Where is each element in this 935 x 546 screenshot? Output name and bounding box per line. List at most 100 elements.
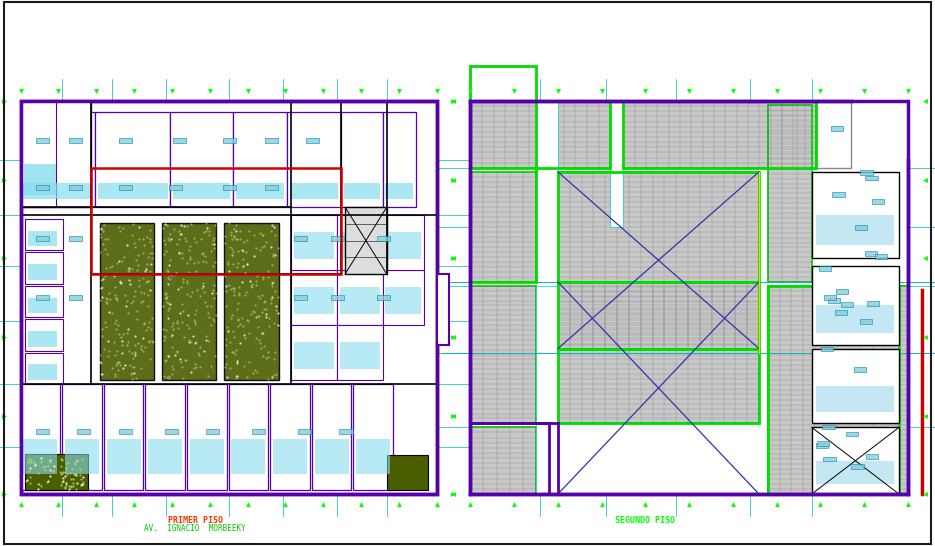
Text: PRIMER PISO: PRIMER PISO <box>167 516 223 525</box>
Bar <box>25 319 63 351</box>
Bar <box>339 287 380 314</box>
Bar <box>290 183 338 199</box>
Bar <box>337 325 382 380</box>
Bar <box>291 215 337 270</box>
Bar <box>558 282 759 349</box>
Bar <box>36 295 49 300</box>
Bar <box>821 347 833 352</box>
Bar <box>21 101 92 207</box>
Bar <box>36 138 49 143</box>
Bar <box>291 270 337 325</box>
Bar <box>69 138 82 143</box>
Bar <box>437 274 449 345</box>
Bar <box>470 101 611 168</box>
Bar <box>815 443 827 448</box>
Bar <box>387 455 428 490</box>
Bar <box>536 286 558 494</box>
Bar <box>344 183 380 199</box>
Bar <box>294 232 334 259</box>
Bar <box>265 185 278 190</box>
Bar <box>100 223 153 380</box>
Bar <box>21 384 60 490</box>
Bar <box>558 172 759 282</box>
Bar <box>345 207 387 274</box>
Bar <box>353 384 393 490</box>
Bar <box>385 232 422 259</box>
Bar <box>470 286 536 423</box>
Bar <box>236 183 284 199</box>
Bar <box>69 295 82 300</box>
Bar <box>470 172 536 282</box>
Bar <box>148 439 182 474</box>
Bar <box>865 251 877 256</box>
Bar <box>331 236 344 241</box>
Bar <box>470 101 908 494</box>
Bar <box>470 101 611 168</box>
Bar <box>382 270 424 325</box>
Bar <box>385 287 422 314</box>
Bar <box>25 219 63 251</box>
Bar <box>28 364 57 380</box>
Bar <box>25 286 63 317</box>
Bar <box>624 101 816 168</box>
Bar <box>867 301 879 306</box>
Bar <box>223 138 236 143</box>
Bar <box>207 429 220 434</box>
Bar <box>768 286 899 494</box>
Bar <box>337 215 382 270</box>
Bar <box>273 439 307 474</box>
Bar <box>824 456 836 461</box>
Bar <box>860 170 872 175</box>
Bar <box>339 342 380 369</box>
Bar <box>25 252 63 284</box>
Bar <box>165 429 178 434</box>
Bar <box>229 384 268 490</box>
Bar <box>852 465 864 470</box>
Bar <box>69 185 82 190</box>
Bar <box>78 429 91 434</box>
Bar <box>24 164 55 195</box>
Bar <box>356 439 390 474</box>
Text: SEGUNDO PISO: SEGUNDO PISO <box>615 516 675 525</box>
Bar <box>812 428 899 494</box>
Bar <box>817 441 829 446</box>
Bar <box>21 101 56 207</box>
Bar <box>377 236 390 241</box>
Bar <box>816 461 895 484</box>
Bar <box>470 101 908 494</box>
Bar <box>36 236 49 241</box>
Bar <box>190 439 223 474</box>
Bar <box>315 439 349 474</box>
Bar <box>98 183 167 199</box>
Bar <box>294 342 334 369</box>
Bar <box>816 386 895 412</box>
Bar <box>291 325 337 380</box>
Bar <box>170 111 233 207</box>
Bar <box>25 454 88 490</box>
Bar <box>871 199 884 204</box>
Bar <box>812 266 899 345</box>
Bar <box>855 367 867 372</box>
Bar <box>816 305 895 333</box>
Bar <box>824 295 836 300</box>
Bar <box>119 138 132 143</box>
Bar <box>860 319 872 324</box>
Bar <box>107 439 140 474</box>
Bar <box>866 176 878 181</box>
Bar <box>836 289 848 294</box>
Bar <box>23 439 57 474</box>
Bar <box>28 298 57 313</box>
Bar <box>812 172 899 258</box>
Bar <box>104 384 143 490</box>
Bar <box>331 295 344 300</box>
Bar <box>294 236 307 241</box>
Bar <box>768 286 908 494</box>
Bar <box>536 101 558 282</box>
Bar <box>224 223 279 380</box>
Bar <box>816 215 895 245</box>
Bar <box>875 254 887 259</box>
Bar <box>252 429 266 434</box>
Bar <box>470 66 536 282</box>
Bar <box>558 172 759 282</box>
Bar <box>558 349 759 423</box>
